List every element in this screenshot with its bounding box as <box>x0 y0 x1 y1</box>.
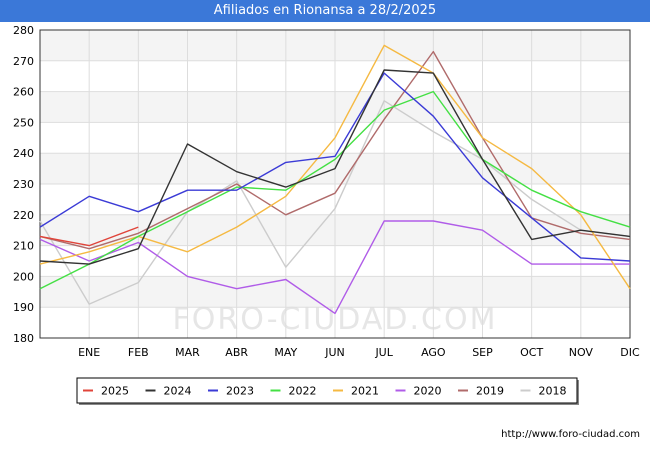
x-tick-label: SEP <box>472 346 493 359</box>
series-line-2022 <box>39 90 631 290</box>
y-tick-label: 180 <box>13 332 34 345</box>
legend-box <box>76 377 578 404</box>
x-tick-label: JUN <box>324 346 345 359</box>
series-line-2020 <box>39 220 630 315</box>
y-tick-label: 270 <box>13 55 34 68</box>
series-line-2023 <box>39 72 631 262</box>
x-tick-label: MAY <box>274 346 297 359</box>
y-tick-label: 280 <box>13 24 34 37</box>
y-tick-label: 190 <box>13 301 34 314</box>
y-tick-label: 200 <box>13 270 34 283</box>
legend-label-2019: 2019 <box>476 385 504 398</box>
legend-label-2018: 2018 <box>539 385 567 398</box>
legend-label-2020: 2020 <box>414 385 442 398</box>
legend-label-2021: 2021 <box>351 385 379 398</box>
x-tick-label: JUL <box>374 346 393 359</box>
series-line-2025 <box>39 226 139 247</box>
plot-border <box>39 29 631 339</box>
legend-label-2024: 2024 <box>164 385 192 398</box>
legend-label-2025: 2025 <box>101 385 129 398</box>
y-tick-label: 220 <box>13 209 34 222</box>
y-tick-label: 250 <box>13 116 34 129</box>
y-tick-label: 210 <box>13 240 34 253</box>
y-tick-label: 260 <box>13 86 34 99</box>
x-tick-label: ENE <box>78 346 100 359</box>
legend-label-2022: 2022 <box>289 385 317 398</box>
x-tick-label: OCT <box>520 346 543 359</box>
series-line-2018 <box>39 100 631 305</box>
x-tick-label: NOV <box>569 346 594 359</box>
x-tick-label: ABR <box>225 346 248 359</box>
x-tick-label: AGO <box>421 346 446 359</box>
chart-title: Afiliados en Rionansa a 28/2/2025 <box>0 0 650 22</box>
legend-label-2023: 2023 <box>226 385 254 398</box>
source-url: http://www.foro-ciudad.com <box>501 429 640 440</box>
x-tick-label: FEB <box>128 346 149 359</box>
y-tick-label: 240 <box>13 147 34 160</box>
y-tick-label: 230 <box>13 178 34 191</box>
series-line-2024 <box>39 69 631 265</box>
x-tick-label: DIC <box>620 346 640 359</box>
x-tick-label: MAR <box>175 346 200 359</box>
